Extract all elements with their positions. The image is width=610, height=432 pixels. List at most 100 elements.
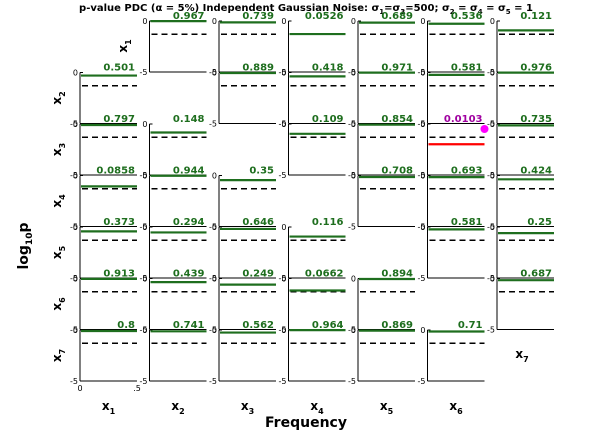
y-tick-label: -5 (279, 120, 287, 129)
y-tick-label: 0 (351, 172, 356, 181)
pvalue-label: 0.562 (242, 320, 274, 331)
y-tick-label: 0 (420, 120, 425, 129)
y-tick-label: -5 (279, 274, 287, 283)
panel-r4-c2: 0-50.944 (140, 166, 207, 232)
y-tick-label: -5 (70, 223, 78, 232)
y-tick-label: -5 (487, 120, 495, 129)
y-tick-label: 0 (490, 120, 495, 129)
y-tick-label: 0 (142, 326, 147, 335)
pvalue-label: 0.797 (103, 114, 135, 125)
y-tick-label: -5 (487, 274, 495, 283)
y-tick-label: -5 (279, 68, 287, 77)
y-tick-label: -5 (487, 223, 495, 232)
x-tick-label: 0 (77, 384, 82, 393)
col-label-x5: x5 (380, 399, 394, 416)
y-tick-label: 0 (490, 275, 495, 284)
y-tick-label: -5 (140, 171, 148, 180)
row-label-x4: x4 (50, 194, 67, 208)
pvalue-label: 0.646 (242, 217, 274, 228)
y-tick-label: 0 (281, 275, 286, 284)
y-tick-label: -5 (487, 68, 495, 77)
row-label-x2: x2 (50, 91, 67, 104)
y-tick-label: -5 (348, 68, 356, 77)
row-label-x3: x3 (50, 143, 67, 156)
panel-r5-c6: 0-50.581 (418, 217, 485, 283)
panel-r3-c4: 0-50.109 (279, 114, 346, 180)
panel-r4-c3: 0-50.35 (209, 166, 276, 232)
col-label-x6: x6 (449, 399, 463, 416)
panel-r2-c7: 0-50.976 (487, 63, 554, 129)
pvalue-label: 0.148 (173, 114, 205, 125)
variable-labels: x1 x2 x2 x3 x3 x4 x4 x5 x5 x6 x6 x7 x1 x7 (50, 39, 529, 416)
col-label-x1: x1 (102, 399, 116, 416)
y-tick-label: 0 (212, 326, 217, 335)
y-tick-label: -5 (418, 120, 426, 129)
y-tick-label: -5 (140, 274, 148, 283)
y-tick-label: -5 (140, 68, 148, 77)
y-tick-label: -5 (279, 326, 287, 335)
y-tick-label: 0 (490, 172, 495, 181)
panel-r1-c6: 0-50.536 (418, 11, 485, 77)
y-tick-label: 0 (420, 17, 425, 26)
y-tick-label: 0 (281, 17, 286, 26)
y-tick-label: 0 (420, 223, 425, 232)
y-tick-label: 0 (142, 275, 147, 284)
pvalue-label: 0.536 (451, 11, 483, 22)
y-tick-label: -5 (209, 377, 217, 386)
panel-r2-c4: 0-50.418 (279, 63, 346, 129)
panel-r6-c3: 0-50.249 (209, 269, 276, 335)
panel-r7-c4: 0-50.964 (279, 320, 346, 386)
y-tick-label: -5 (70, 171, 78, 180)
y-tick-label: 0 (420, 69, 425, 78)
y-tick-label: -5 (209, 68, 217, 77)
y-tick-label: 0 (212, 275, 217, 284)
y-tick-label: 0 (351, 275, 356, 284)
y-tick-label: -5 (279, 377, 287, 386)
y-tick-label: 0 (490, 17, 495, 26)
y-tick-label: -5 (418, 274, 426, 283)
y-tick-label: 0 (351, 17, 356, 26)
y-tick-label: 0 (73, 120, 78, 129)
pvalue-label: 0.689 (381, 11, 413, 22)
pvalue-label: 0.249 (242, 269, 274, 280)
panel-r5-c3: 0-5 0.646 (209, 217, 276, 283)
y-tick-label: 0 (351, 326, 356, 335)
y-tick-label: -5 (70, 326, 78, 335)
panel-r1-c5: 0 -5 0.689 (348, 11, 415, 77)
y-tick-label: -5 (209, 120, 217, 129)
y-tick-label: 0 (73, 69, 78, 78)
y-tick-label: -5 (348, 377, 356, 386)
pvalue-label: 0.294 (173, 217, 205, 228)
row-label-x7: x7 (50, 349, 67, 362)
diag-label-x7: x7 (515, 347, 528, 364)
y-tick-label: 0 (73, 275, 78, 284)
y-tick-label: 0 (142, 172, 147, 181)
y-tick-label: -5 (209, 326, 217, 335)
y-tick-label: -5 (140, 377, 148, 386)
panel-r2-c3: 0-50.889 (209, 63, 276, 129)
pvalue-label: 0.971 (381, 63, 413, 74)
y-tick-label: 0 (490, 223, 495, 232)
pvalue-label: 0.741 (173, 320, 205, 331)
y-tick-label: -5 (140, 326, 148, 335)
panel-r2-c6: 0-50.581 (418, 63, 485, 129)
y-tick-label: 0 (142, 17, 147, 26)
pvalue-label: 0.581 (451, 63, 483, 74)
pvalue-label: 0.424 (520, 166, 552, 177)
y-tick-label: 0 (420, 326, 425, 335)
pvalue-label: 0.889 (242, 63, 274, 74)
pvalue-label: 0.121 (520, 11, 552, 22)
panel-r5-c7: 0-50.25 (487, 217, 554, 283)
panel-r5-c2: 0-50.294 (140, 217, 207, 283)
col-label-x4: x4 (310, 399, 324, 416)
panel-r7-c2: 0-50.741 (140, 320, 207, 386)
y-tick-label: 0 (142, 223, 147, 232)
panel-r2-c5: 0-50.971 (348, 63, 415, 129)
panel-r6-c2: 0-50.439 (140, 269, 207, 335)
y-tick-label: -5 (209, 274, 217, 283)
y-tick-label: 0 (490, 69, 495, 78)
row-label-x6: x6 (50, 297, 67, 311)
pvalue-label: 0.739 (242, 11, 274, 22)
pvalue-label: 0.35 (249, 166, 274, 177)
